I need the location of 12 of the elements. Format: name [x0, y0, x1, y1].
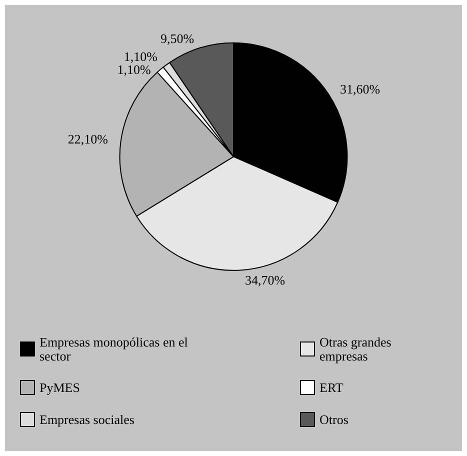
data-label: 9,50% — [160, 30, 194, 46]
data-label: 31,60% — [340, 81, 380, 96]
legend-label: Otros — [320, 412, 348, 427]
legend-label: Empresas monopólicas en el sector — [40, 334, 192, 364]
legend-label: ERT — [320, 380, 344, 395]
data-label: 1,10% — [117, 62, 151, 78]
legend-label: PyMES — [40, 380, 80, 395]
data-label: 22,10% — [68, 132, 108, 147]
data-label: 1,10% — [124, 49, 158, 64]
data-label: 34,70% — [245, 272, 286, 288]
legend-label: Empresas sociales — [40, 412, 134, 427]
legend-label: Otras grandes empresas — [320, 334, 395, 364]
